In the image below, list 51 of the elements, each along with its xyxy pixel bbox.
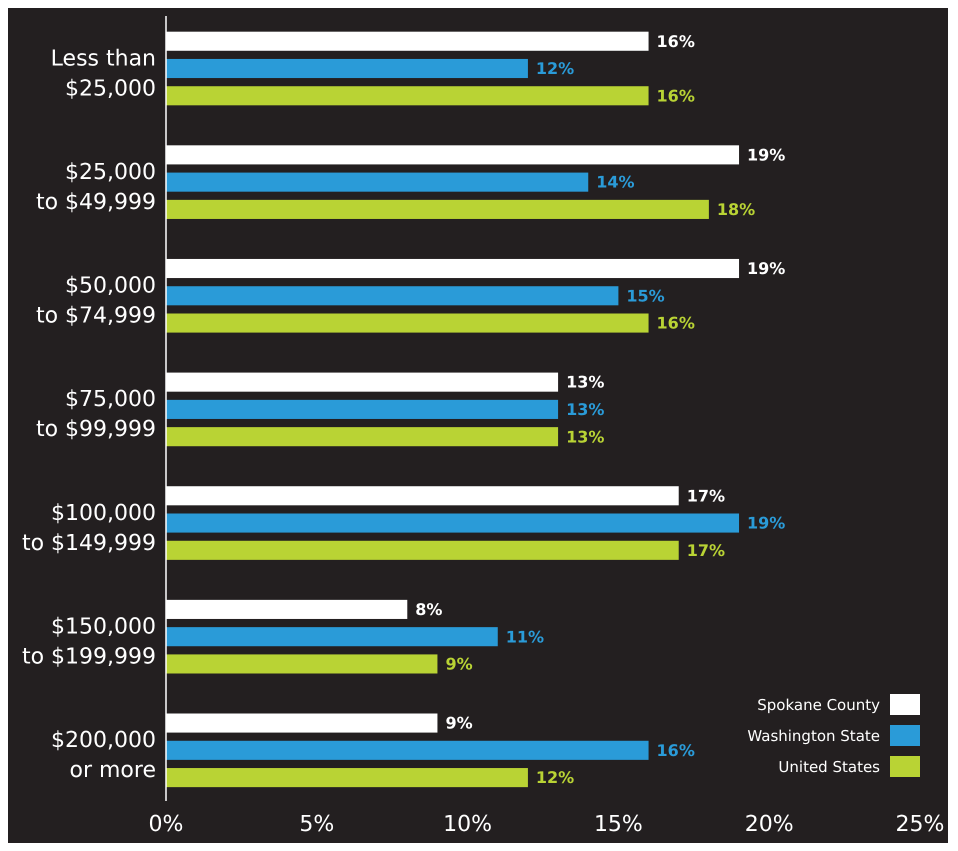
x-tick-label: 20% [744, 812, 794, 837]
bar [166, 86, 649, 106]
x-tick-label: 10% [443, 812, 492, 837]
y-tick-label: $25,000 to $49,999 [36, 160, 156, 215]
data-label: 13% [566, 372, 604, 392]
y-tick-label: $150,000 to $199,999 [22, 614, 156, 670]
data-label: 9% [445, 654, 473, 674]
y-tick-label: $50,000 to $74,999 [36, 274, 156, 329]
data-label: 13% [566, 400, 604, 420]
data-label: 17% [686, 486, 726, 506]
bar [166, 740, 649, 760]
data-label: 16% [656, 740, 695, 760]
bar [166, 286, 618, 306]
y-tick-label: Less than $25,000 [50, 46, 156, 102]
y-tick-label: $75,000 to $99,999 [36, 387, 156, 442]
bar [166, 58, 528, 78]
bar [166, 400, 558, 419]
y-tick-label: $200,000 or more [51, 728, 156, 784]
bar [166, 540, 679, 560]
data-label: 8% [415, 600, 442, 620]
data-label: 18% [716, 200, 756, 220]
bar [166, 654, 438, 674]
bar [166, 427, 558, 446]
data-label: 16% [656, 314, 695, 333]
data-label: 15% [626, 286, 665, 306]
data-label: 19% [747, 514, 786, 533]
legend-label: Spokane County [757, 696, 880, 714]
x-tick-label: 5% [299, 812, 334, 837]
data-label: 16% [656, 86, 695, 106]
legend-label: United States [778, 758, 880, 776]
bar [166, 514, 740, 533]
data-label: 12% [536, 59, 574, 78]
bar [166, 200, 709, 219]
x-tick-label: 15% [594, 812, 643, 837]
data-label: 16% [656, 32, 695, 51]
legend-label: Washington State [747, 726, 880, 745]
data-label: 19% [747, 259, 786, 278]
data-label: 12% [536, 768, 574, 788]
data-label: 19% [747, 145, 786, 164]
bar [166, 627, 498, 646]
bar [166, 768, 528, 788]
x-tick-label: 0% [148, 812, 184, 837]
x-tick-label: 25% [896, 812, 944, 837]
data-label: 14% [596, 172, 635, 192]
data-label: 17% [686, 540, 726, 560]
bar [166, 314, 649, 333]
data-label: 13% [566, 427, 604, 446]
data-label: 11% [506, 627, 544, 646]
bar [166, 172, 588, 192]
y-tick-label: $100,000 to $149,999 [22, 500, 156, 556]
data-label: 9% [445, 714, 473, 733]
